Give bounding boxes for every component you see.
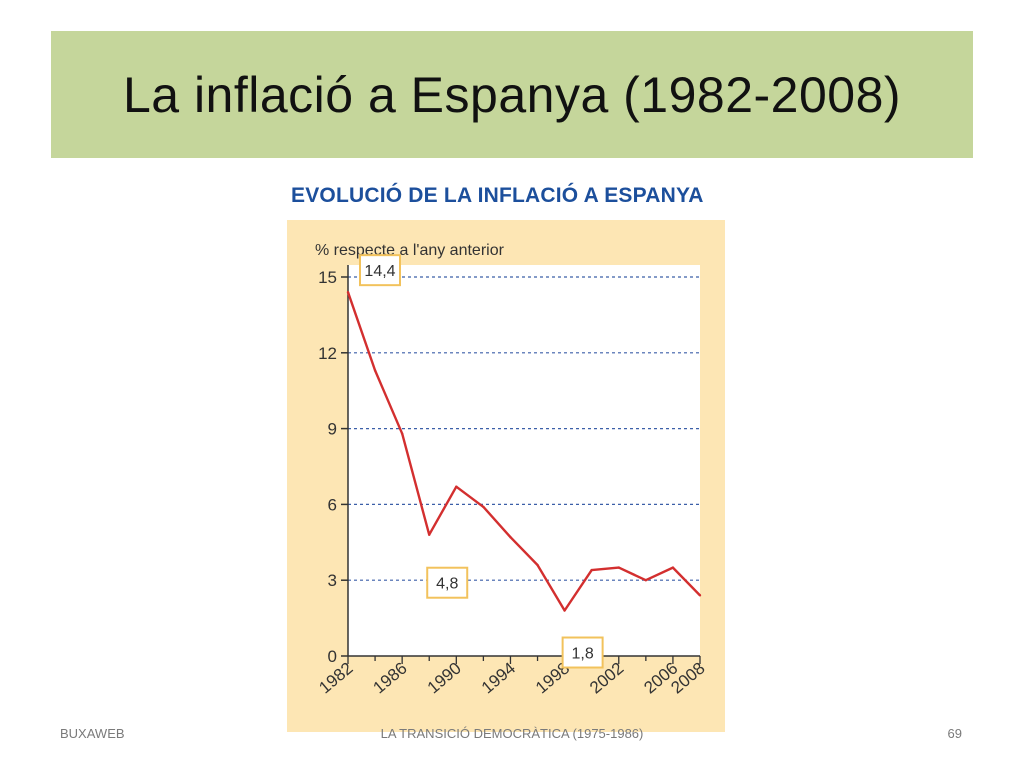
x-tick-label: 1982	[315, 659, 356, 698]
chart-title: EVOLUCIÓ DE LA INFLACIÓ A ESPANYA	[291, 184, 704, 207]
data-point	[590, 568, 593, 572]
data-label-box	[426, 566, 469, 599]
data-label: 14,4	[364, 263, 395, 280]
slide-title: La inflació a Espanya (1982-2008)	[122, 66, 902, 123]
data-point	[617, 566, 620, 569]
y-tick-label: 3	[328, 571, 337, 590]
x-tick-label: 1986	[370, 659, 411, 698]
x-tick-label: 1994	[478, 659, 519, 698]
y-tick-label: 12	[318, 344, 337, 363]
data-point	[373, 369, 377, 372]
data-label: 4,8	[436, 576, 458, 593]
x-tick-label: 1990	[424, 659, 465, 698]
y-tick-label: 6	[328, 495, 337, 514]
data-point	[563, 609, 566, 612]
data-point	[428, 533, 431, 536]
data-point	[536, 563, 539, 567]
inflation-chart: EVOLUCIÓ DE LA INFLACIÓ A ESPANYA % resp…	[287, 180, 727, 732]
y-tick-label: 0	[328, 647, 337, 666]
plot-area	[348, 265, 700, 656]
data-point	[644, 579, 648, 582]
data-label-box	[359, 254, 401, 287]
data-label: 1,8	[571, 646, 593, 663]
y-tick-label: 9	[328, 420, 337, 439]
footer-author: BUXAWEB	[60, 726, 125, 741]
footer-subject: LA TRANSICIÓ DEMOCRÀTICA (1975-1986)	[380, 726, 644, 741]
data-point	[482, 505, 485, 509]
data-label-box	[561, 636, 604, 669]
page-number: 69	[947, 726, 962, 741]
data-point	[698, 594, 702, 597]
y-tick-label: 15	[318, 268, 337, 287]
data-point	[346, 290, 350, 294]
inflation-line	[346, 291, 701, 612]
data-point	[671, 566, 675, 569]
data-point	[509, 536, 512, 539]
data-point	[455, 485, 458, 488]
data-point	[400, 432, 404, 435]
title-bar: La inflació a Espanya (1982-2008)	[51, 31, 973, 158]
y-axis-label: % respecte a l'any anterior	[315, 242, 505, 259]
chart-plot: % respecte a l'any anterior 0 3 6 9 12 15 1982 1…	[315, 242, 709, 698]
